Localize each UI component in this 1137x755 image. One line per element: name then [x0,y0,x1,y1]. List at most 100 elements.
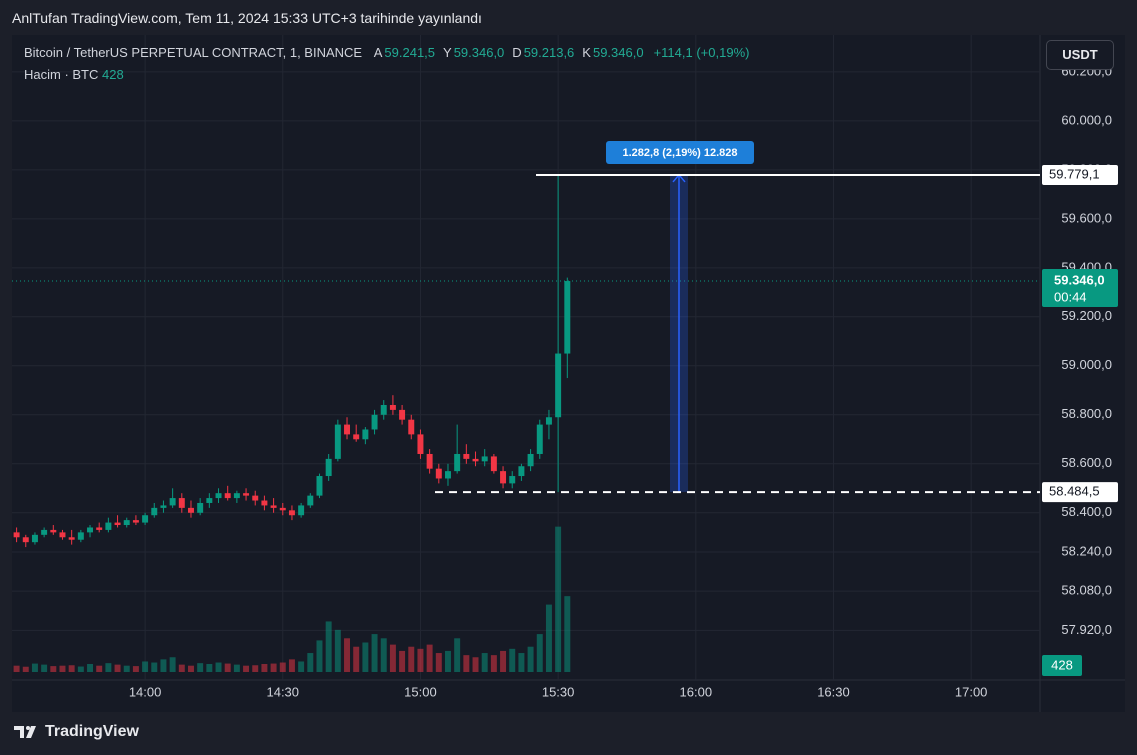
candle-body [288,510,295,516]
y-tick-label: 57.920,0 [1061,622,1112,637]
volume-bar [105,663,112,672]
candle-body [59,532,66,538]
x-tick-label: 17:00 [955,684,988,699]
currency-button[interactable]: USDT [1046,40,1114,70]
candle-body [444,471,451,479]
candle-body [472,458,479,462]
volume-bar [389,644,396,672]
candle-body [500,471,507,484]
candle-body [417,434,424,454]
publish-header: AnlTufan TradingView.com, Tem 11, 2024 1… [12,10,482,26]
candle-body [555,353,562,418]
y-tick-label: 59.200,0 [1061,308,1112,323]
volume-bar [77,666,84,672]
volume-bar [500,650,507,672]
volume-bar [279,662,286,672]
candle-body [87,527,94,533]
candle-body [41,529,48,535]
candle-body [344,424,351,435]
volume-bar [206,663,213,672]
volume-bar [41,664,48,672]
change: +114,1 (+0,19%) [653,45,750,60]
volume-bar [215,662,222,672]
candle-body [50,529,57,533]
volume-bar [353,646,360,672]
candle-body [380,404,387,415]
volume-bar [325,621,332,672]
candle-body [481,456,488,462]
brand: TradingView [45,723,139,740]
ohlc-value: 59.213,6 [523,45,575,60]
candle-body [105,522,112,530]
volume-bar [371,634,378,672]
price-line-label: 58.484,5 [1049,484,1100,499]
last-price-badge [1042,269,1118,308]
volume-bar [298,661,305,672]
candle-body [353,434,360,440]
volume-bar [151,662,158,672]
volume-bar [13,665,20,672]
candle-body [316,476,323,496]
volume-bar [87,663,94,672]
volume-bar [472,657,479,672]
volume-bar [463,655,470,672]
volume-bar [224,663,231,672]
candle-body [463,453,470,459]
candle-body [389,404,396,410]
countdown: 00:44 [1054,289,1087,304]
candle-body [123,520,130,526]
ohlc-label: Y [443,45,452,60]
volume-bar [490,655,497,672]
candle-body [77,532,84,540]
x-tick-label: 14:30 [266,684,299,699]
candle-body [132,520,139,523]
candle-body [243,493,250,496]
y-tick-label: 58.600,0 [1061,455,1112,470]
candle-body [252,495,259,501]
volume-bar [536,634,543,672]
volume-bar [50,666,57,672]
volume-bar [334,629,341,672]
volume-bar [307,653,314,672]
candle-body [31,534,38,543]
volume-bar [518,653,525,672]
x-tick-label: 14:00 [129,684,162,699]
y-tick-label: 58.080,0 [1061,583,1112,598]
candle-body [362,429,369,440]
candle-body [334,424,341,459]
price-line-badge [1042,482,1118,503]
last-price-label: 59.346,0 [1054,272,1105,287]
volume-bar [31,663,38,672]
footer: TradingView [14,723,139,741]
y-tick-label: 60.000,0 [1061,112,1112,127]
volume-bar [270,663,277,672]
volume-bar [509,648,516,672]
candle-body [270,505,277,508]
measure-label-box [606,141,754,164]
volume-bar [399,650,406,672]
volume-bar [362,642,369,672]
y-tick-label: 58.400,0 [1061,504,1112,519]
volume-bar [197,663,204,672]
candle-body [68,537,75,540]
volume-bar [114,664,121,672]
volume-bar [408,646,415,672]
candle-body [325,458,332,477]
volume-bar [252,665,259,672]
volume-bar [527,646,534,672]
candle-body [96,527,103,530]
y-tick-label: 59.000,0 [1061,357,1112,372]
candle-body [545,417,552,425]
brand-logo [14,726,36,738]
volume-bar [233,664,240,672]
volume-bar [123,665,130,672]
x-tick-label: 15:00 [404,684,437,699]
candle-body [206,498,213,503]
candle-body [178,498,185,508]
volume-bar [417,648,424,672]
volume-bar [187,665,194,672]
candle-body [298,505,305,516]
candle-body [371,414,378,430]
